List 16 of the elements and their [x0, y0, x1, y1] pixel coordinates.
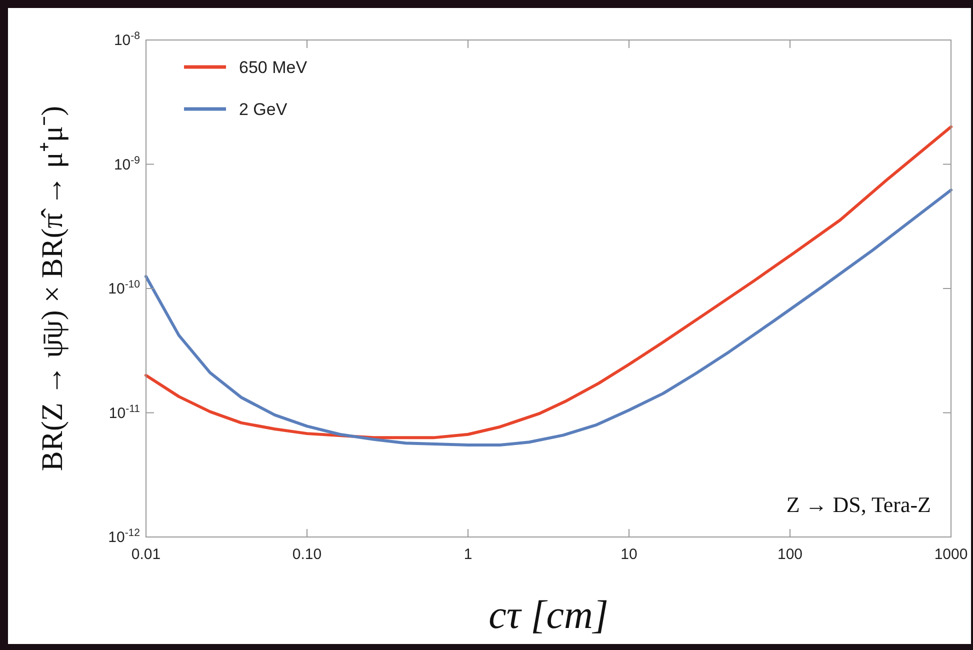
x-tick-label: 100 — [777, 546, 803, 563]
x-axis-title: cτ [cm] — [488, 592, 608, 637]
legend-label: 650 MeV — [239, 58, 308, 77]
x-tick-label: 0.01 — [131, 546, 161, 563]
y-tick-label: 10$^{-12}$ — [108, 527, 140, 546]
y-tick-label: 10$^{-8}$ — [114, 30, 140, 49]
y-tick-label: 10$^{-10}$ — [108, 278, 140, 298]
x-tick-label: 1 — [464, 546, 472, 563]
legend-label: 2 GeV — [239, 100, 288, 119]
x-tick-label: 0.10 — [292, 546, 322, 563]
annotation: Z → DS, Tera-Z — [786, 492, 931, 517]
x-tick-label: 1000 — [934, 546, 968, 563]
y-axis-title: BR(Z → ψ̄ψ) × BR(π̂ → μ⁺μ⁻) — [36, 106, 69, 472]
y-tick-label: 10$^{-9}$ — [114, 154, 140, 174]
y-tick-label: 10$^{-11}$ — [108, 402, 140, 422]
x-tick-label: 10 — [620, 546, 638, 563]
